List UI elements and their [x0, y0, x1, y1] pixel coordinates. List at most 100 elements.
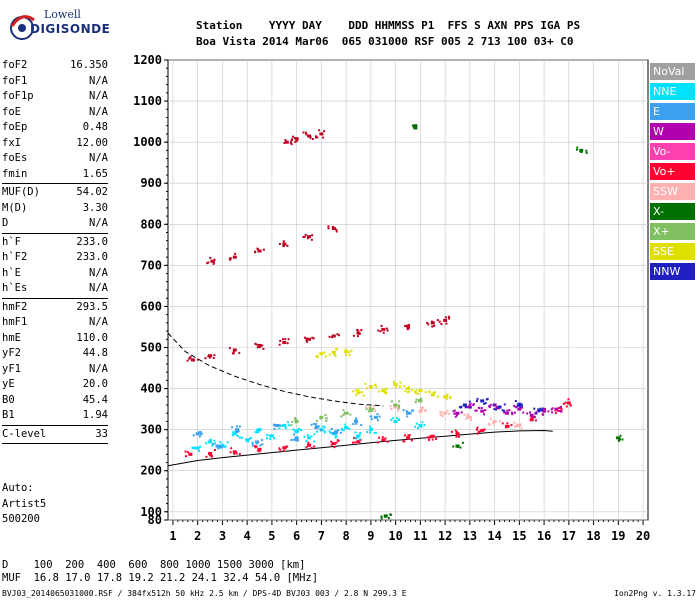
echo-point-x	[390, 400, 393, 403]
echo-point-e	[192, 434, 195, 437]
echo-point-x	[412, 125, 415, 128]
echo-point-e	[236, 429, 239, 432]
echo-point-e	[237, 430, 240, 433]
echo-point-nne	[246, 440, 249, 443]
echo-point-w	[514, 406, 517, 409]
param-value: 33	[95, 427, 108, 440]
echo-point-vo	[208, 356, 211, 359]
param-value: N/A	[89, 105, 108, 118]
echo-point-vo	[232, 351, 235, 354]
header-line-2: Boa Vista 2014 Mar06 065 031000 RSF 005 …	[196, 35, 574, 48]
echo-point-x	[394, 404, 397, 407]
echo-point-sse	[333, 353, 336, 356]
echo-point-vo	[333, 334, 336, 337]
legend-item-x: X+	[650, 223, 695, 240]
x-tick-label: 3	[219, 529, 226, 543]
echo-point-e	[310, 423, 313, 426]
scaled-parameters-panel: foF2 16.350 foF1 N/A foF1p N/A foE N/A foEp 0.48 f…	[2, 58, 108, 445]
echo-point-sse	[418, 389, 423, 393]
echo-point-sse	[404, 389, 407, 392]
param-value: 1.94	[82, 409, 108, 421]
echo-point-e	[273, 427, 276, 430]
echo-point-nne	[306, 434, 309, 437]
echo-point-vo	[426, 321, 429, 324]
echo-point-vo	[381, 327, 386, 331]
echo-point-x	[398, 400, 401, 403]
echo-point-vo	[430, 321, 435, 325]
echo-point-w	[521, 406, 524, 409]
echo-point-nne	[197, 449, 200, 452]
param-row-fxi: fxI 12.00	[2, 136, 108, 152]
echo-point-nne	[417, 427, 420, 430]
echo-point-vo	[290, 139, 293, 142]
echo-point-nnw	[460, 405, 463, 408]
echo-point-nne	[394, 421, 397, 424]
logo-text-lowell: Lowell	[44, 8, 81, 21]
echo-point-vo	[254, 342, 257, 345]
echo-point-vo	[354, 441, 357, 444]
echo-point-x	[346, 412, 349, 415]
echo-point-vo	[311, 234, 314, 237]
echo-point-vo	[404, 324, 407, 327]
echo-point-nne	[282, 424, 285, 427]
echo-point-ssw	[519, 423, 522, 426]
echo-point-vo	[229, 258, 232, 261]
echo-point-vo	[209, 256, 212, 259]
echo-point-sse	[394, 386, 397, 389]
echo-point-sse	[364, 382, 367, 385]
echo-point-vo	[282, 446, 287, 450]
echo-point-nne	[238, 436, 241, 439]
echo-point-w	[560, 410, 563, 413]
param-name: foF1p	[2, 90, 34, 102]
param-name: D	[2, 217, 9, 229]
echo-point-sse	[432, 393, 435, 396]
echo-point-sse	[424, 391, 427, 394]
x-tick-label: 5	[268, 529, 275, 543]
param-value: 3.30	[82, 201, 108, 214]
y-tick-label: 800	[140, 217, 162, 231]
echo-point-nne	[322, 425, 325, 428]
echo-point-e	[339, 431, 342, 434]
param-value: 293.5	[76, 300, 108, 313]
echo-point-vo	[480, 428, 485, 432]
echo-point-w	[544, 407, 547, 410]
legend-item-nnw: NNW	[650, 263, 695, 280]
x-tick-label: 16	[537, 529, 551, 543]
echo-point-nnw	[493, 408, 496, 411]
echo-point-e	[370, 418, 373, 421]
echo-point-w	[455, 411, 460, 415]
echo-point-w	[547, 410, 550, 413]
echo-point-x	[319, 417, 322, 420]
echo-point-nne	[273, 437, 276, 440]
echo-point-nne	[255, 431, 258, 434]
echo-point-vo	[258, 249, 261, 252]
logo-text-digisonde: DIGISONDE	[30, 22, 111, 36]
echo-point-e	[259, 444, 262, 447]
echo-point-vo	[327, 225, 330, 228]
echo-point-w	[534, 412, 537, 415]
echo-point-ssw	[420, 408, 423, 411]
echo-point-vo	[228, 347, 231, 350]
echo-point-vo	[229, 257, 232, 260]
echo-point-vo	[407, 434, 410, 437]
echo-point-sse	[428, 390, 431, 393]
echo-point-vo	[310, 446, 313, 449]
echo-point-nne	[280, 424, 283, 427]
echo-point-nnw	[514, 399, 517, 402]
echo-point-nne	[334, 436, 337, 439]
echo-point-ssw	[389, 405, 392, 408]
echo-point-vo	[328, 335, 331, 338]
echo-point-vo	[287, 338, 290, 341]
legend-item-nne: NNE	[650, 83, 695, 100]
echo-point-vo	[213, 354, 216, 357]
echo-point-nnw	[493, 403, 496, 406]
echo-point-w	[517, 407, 522, 411]
echo-point-nne	[355, 435, 358, 438]
echo-point-nnw	[475, 400, 478, 403]
param-row-fmin: fmin 1.65	[2, 167, 108, 183]
echo-point-vo	[284, 243, 287, 246]
y-tick-label: 600	[140, 299, 162, 313]
legend-item-noval: NoVal	[650, 63, 695, 80]
echo-point-vo	[278, 447, 281, 450]
param-value: 233.0	[76, 235, 108, 248]
